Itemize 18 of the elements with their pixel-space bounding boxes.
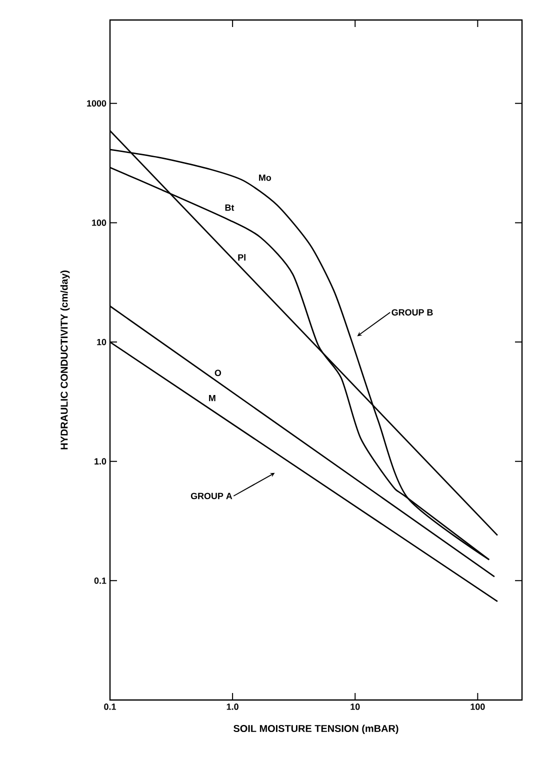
y-tick-label: 1.0 <box>94 458 106 465</box>
x-axis-title: SOIL MOISTURE TENSION (mBAR) <box>234 724 398 734</box>
y-tick-label: 100 <box>92 220 106 226</box>
y-axis-title: HYDRAULIC CONDUCTIVITY (cm/day) <box>60 270 70 450</box>
annotation: GROUP B <box>392 309 433 316</box>
annotation: GROUP A <box>190 492 232 500</box>
x-tick-label: 100 <box>470 704 485 710</box>
y-tick-label: 0.1 <box>94 578 106 584</box>
series-label: Bt <box>225 204 234 211</box>
y-tick-label: 1000 <box>87 100 106 107</box>
series-label: Pl <box>238 254 246 261</box>
series-label: O <box>214 370 222 376</box>
series-label: Mo <box>259 174 272 181</box>
y-tick-label: 10 <box>97 338 106 346</box>
x-tick-label: 0.1 <box>104 704 116 710</box>
x-tick-label: 10 <box>350 704 360 710</box>
series-label: M <box>209 394 216 402</box>
x-tick-label: 1.0 <box>226 704 238 710</box>
